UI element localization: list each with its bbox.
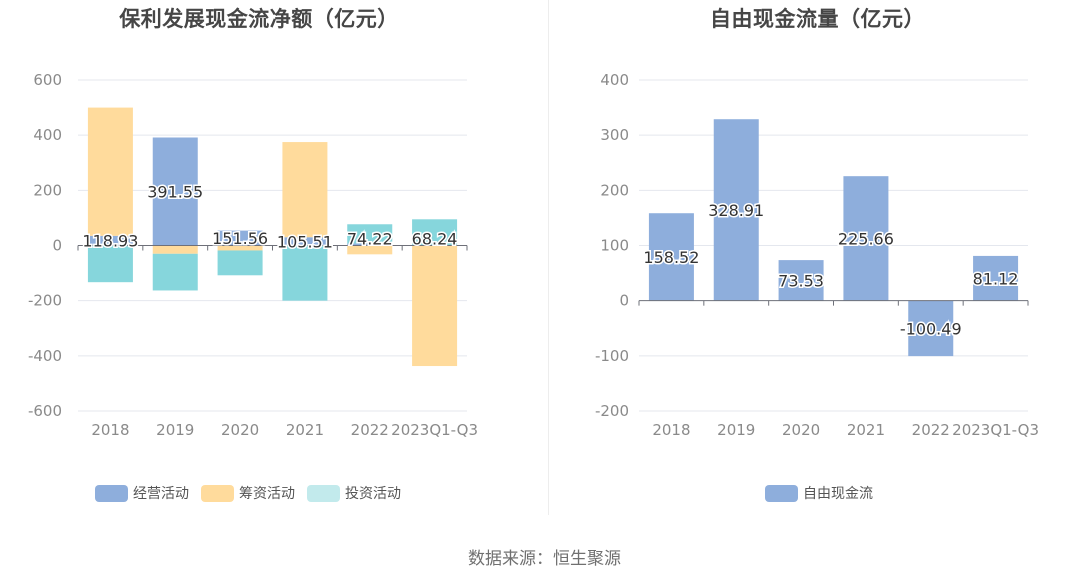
bar-investing: [87, 245, 133, 283]
legend-label: 自由现金流: [803, 486, 873, 502]
y-tick-label: 0: [52, 237, 62, 255]
data-label: 105.51: [277, 232, 333, 251]
legend-item[interactable]: 自由现金流: [765, 483, 873, 503]
free-cash-flow-chart: 自由现金流量（亿元） 400 300 200 100 0 -100 -200 158.52 32…: [548, 0, 1089, 520]
y-tick-label: 100: [600, 237, 629, 255]
y-tick-label: 400: [33, 126, 62, 144]
bar-financing: [412, 245, 458, 367]
legend-label: 经营活动: [133, 486, 189, 502]
bar-investing: [412, 219, 458, 246]
y-tick-label: -200: [28, 292, 62, 310]
y-tick-label: -400: [28, 347, 62, 365]
x-tick-label: 2018: [652, 421, 690, 439]
data-source-note: 数据来源：恒生聚源: [468, 549, 621, 569]
legend-swatch: [201, 484, 234, 502]
y-tick-label: 200: [33, 181, 62, 199]
x-tick-label: 2022: [912, 421, 950, 439]
data-label: -100.49: [900, 319, 962, 338]
bar-free-cash-flow: [713, 119, 759, 301]
chart-title: 保利发展现金流净额（亿元）: [119, 7, 399, 31]
bar-operating: [282, 237, 328, 246]
legend-item[interactable]: 筹资活动: [201, 483, 295, 503]
y-tick-label: -200: [595, 402, 629, 420]
x-tick-label: 2020: [782, 421, 820, 439]
data-label: 81.12: [973, 269, 1019, 288]
bar-operating: [217, 230, 263, 246]
bar-financing: [87, 107, 133, 236]
legend-swatch: [765, 484, 798, 502]
y-tick-label: 400: [600, 71, 629, 89]
bar-free-cash-flow: [843, 176, 889, 301]
x-tick-label: 2019: [717, 421, 755, 439]
bar-operating: [87, 235, 133, 246]
legend-label: 投资活动: [345, 486, 401, 502]
bar-financing: [347, 245, 393, 255]
bar-free-cash-flow: [648, 213, 694, 301]
data-label: 74.22: [347, 230, 393, 249]
bar-investing: [282, 245, 328, 301]
data-label: 391.55: [147, 183, 203, 202]
x-tick-label: 2020: [221, 421, 259, 439]
x-tick-label: 2023Q1-Q3: [391, 421, 478, 439]
x-tick-label: 2022: [351, 421, 389, 439]
bar-operating: [152, 137, 198, 246]
bar-free-cash-flow: [778, 260, 824, 301]
chart-title: 自由现金流量（亿元）: [710, 7, 925, 31]
bar-financing: [282, 142, 328, 238]
bar-investing: [347, 224, 393, 244]
y-tick-label: 600: [33, 71, 62, 89]
bar-free-cash-flow: [973, 255, 1019, 301]
cash-flow-net-chart: 保利发展现金流净额（亿元） 600 400 200 0 -200 -400 -600 118.…: [0, 0, 548, 520]
data-label: 328.91: [708, 201, 764, 220]
legend-swatch: [95, 484, 128, 502]
x-tick-label: 2019: [156, 421, 194, 439]
legend: 经营活动 筹资活动 投资活动: [95, 483, 413, 503]
legend-item[interactable]: 投资活动: [307, 483, 401, 503]
y-tick-label: -100: [595, 347, 629, 365]
data-label: 158.52: [643, 248, 699, 267]
data-label: 118.93: [82, 232, 138, 251]
y-tick-label: 0: [619, 292, 629, 310]
bar-investing: [217, 250, 263, 276]
panel-divider: [548, 0, 549, 515]
x-tick-label: 2018: [91, 421, 129, 439]
data-label: 68.24: [412, 230, 458, 249]
y-tick-label: 200: [600, 181, 629, 199]
x-tick-label: 2021: [286, 421, 324, 439]
bar-financing: [217, 245, 263, 251]
y-tick-label: -600: [28, 402, 62, 420]
data-label: 73.53: [778, 271, 824, 290]
data-label: 151.56: [212, 229, 268, 248]
cash-flow-net-plot: 600 400 200 0 -200 -400 -600 118.93 391.55 151.56…: [28, 71, 478, 439]
x-tick-label: 2023Q1-Q3: [952, 421, 1039, 439]
legend-label: 筹资活动: [239, 486, 295, 502]
x-tick-label: 2021: [847, 421, 885, 439]
bar-operating: [347, 243, 393, 246]
data-label: 225.66: [838, 229, 894, 248]
free-cash-flow-plot: 400 300 200 100 0 -100 -200 158.52 328.91 73.53 22…: [595, 71, 1039, 439]
bar-investing: [152, 253, 198, 291]
legend-swatch: [307, 484, 340, 502]
legend: 自由现金流: [765, 483, 885, 503]
bar-financing: [152, 245, 198, 254]
y-tick-label: 300: [600, 126, 629, 144]
legend-item[interactable]: 经营活动: [95, 483, 189, 503]
bar-free-cash-flow: [908, 300, 954, 357]
